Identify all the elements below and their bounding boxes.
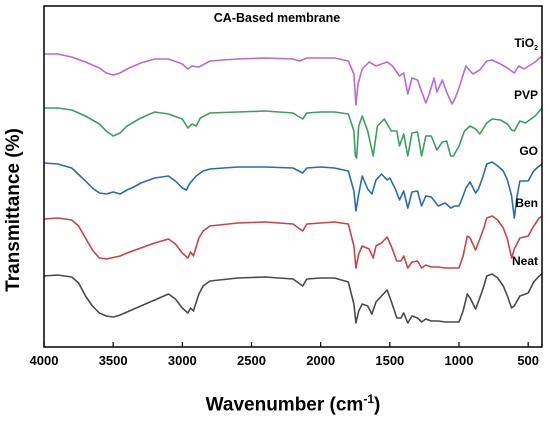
- series-line-ben: [43, 215, 543, 269]
- x-axis-label-superscript: -1: [363, 392, 374, 406]
- y-axis-label: Transmittance (%): [3, 128, 24, 292]
- y-axis-label-wrap: Transmittance (%): [2, 60, 26, 360]
- x-tick-label: 1000: [445, 353, 474, 368]
- x-tick-label: 3000: [168, 353, 197, 368]
- series-line-pvp: [44, 107, 543, 159]
- series-labels: TiO2 PVP GO Ben Neat: [512, 36, 538, 268]
- x-axis-ticks: 4000 3500 3000 2500 2000 1500 1000 500: [30, 342, 539, 368]
- chart-title: CA-Based membrane: [214, 11, 340, 25]
- x-axis-label: Wavenumber (cm-1): [44, 392, 542, 416]
- series-label-tio: TiO2: [514, 36, 538, 52]
- series-line-tio: [44, 53, 543, 106]
- series-line-neat: [43, 273, 543, 324]
- x-axis-label-close: ): [374, 394, 381, 416]
- x-tick-label: 4000: [30, 353, 59, 368]
- series-label-ben: Ben: [515, 196, 538, 210]
- spectra-group: [43, 53, 543, 324]
- series-label-go: GO: [519, 144, 538, 158]
- series-label-neat: Neat: [512, 254, 538, 268]
- x-tick-label: 2000: [306, 353, 335, 368]
- x-axis-label-text: Wavenumber (cm: [205, 394, 364, 416]
- series-label-subscript: 2: [534, 45, 538, 52]
- x-tick-label: 1500: [375, 353, 404, 368]
- plot-frame: [43, 5, 543, 348]
- x-tick-label: 500: [517, 353, 539, 368]
- x-tick-label: 3500: [99, 353, 128, 368]
- series-label-pvp: PVP: [514, 88, 538, 102]
- x-tick-label: 2500: [237, 353, 266, 368]
- series-line-go: [43, 161, 543, 219]
